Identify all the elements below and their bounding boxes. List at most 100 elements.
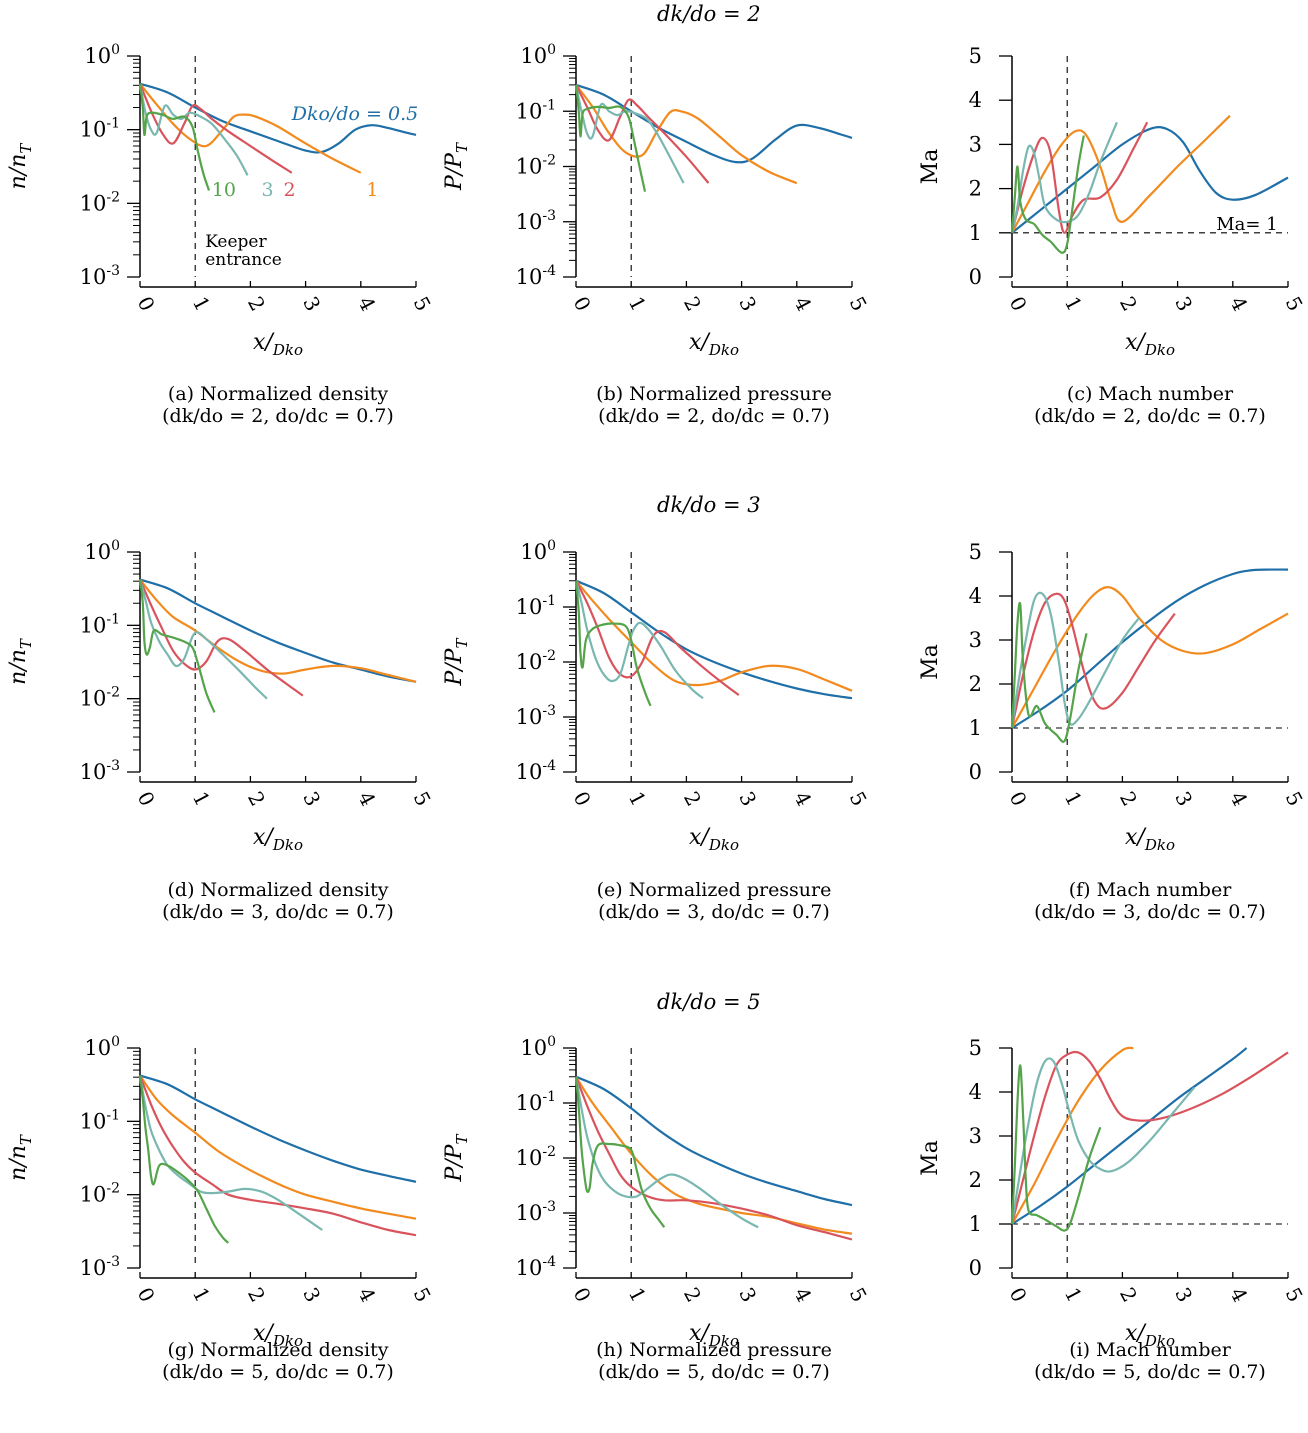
y-tick-label: 0	[969, 265, 982, 289]
series-line-1	[1011, 1046, 1134, 1225]
series-line-2	[138, 579, 304, 697]
series-line-3	[1010, 591, 1140, 729]
series-line-2	[1010, 1050, 1289, 1225]
series-line-1	[1011, 586, 1289, 729]
caption-c: (c) Mach number (dk/do = 2, do/dc = 0.7)	[1034, 383, 1266, 427]
series-line-4	[574, 580, 652, 707]
series-line-0	[139, 1074, 417, 1183]
x-tick-label: 5	[1281, 292, 1308, 315]
caption-g: (g) Normalized density (dk/do = 5, do/dc …	[162, 1339, 394, 1383]
x-tick-label: 1	[1060, 787, 1087, 810]
series-line-4	[1010, 135, 1085, 254]
x-tick-label: 0	[1005, 1283, 1032, 1306]
y-tick-label: 10-3	[516, 208, 556, 234]
x-tick-label: 5	[409, 787, 436, 810]
series-line-4	[574, 1076, 666, 1228]
x-axis-label: x/Dko	[689, 825, 739, 854]
x-axis-label: x/Dko	[1125, 1321, 1175, 1350]
x-tick-label: 5	[845, 292, 872, 315]
series-line-2	[575, 84, 710, 184]
x-tick-label: 1	[624, 1283, 651, 1306]
y-tick-label: 4	[969, 1080, 982, 1104]
y-tick-label: 10-1	[516, 97, 556, 123]
y-tick-label: 0	[969, 1256, 982, 1280]
row-title-1: dk/do = 2	[657, 2, 761, 26]
x-tick-label: 2	[243, 292, 270, 315]
x-tick-label: 2	[679, 787, 706, 810]
x-tick-label: 1	[1060, 292, 1087, 315]
series-line-0	[575, 1075, 853, 1207]
y-tick-label: 4	[969, 584, 982, 608]
y-axis-label: Ma	[918, 644, 943, 680]
x-tick-label: 5	[1281, 787, 1308, 810]
series-line-3	[574, 1076, 759, 1229]
x-axis-label: x/Dko	[1125, 825, 1175, 854]
series-line-1	[139, 83, 362, 174]
x-tick-label: 3	[734, 787, 761, 810]
y-tick-label: 10-1	[516, 593, 556, 619]
y-tick-label: 5	[969, 44, 982, 68]
y-axis-label: Ma	[918, 1140, 943, 1176]
y-tick-label: 10-2	[80, 189, 120, 215]
y-tick-label: 10-4	[516, 758, 556, 784]
x-tick-label: 3	[734, 292, 761, 315]
y-tick-label: 100	[84, 538, 120, 564]
y-tick-label: 10-2	[80, 685, 120, 711]
y-tick-label: 1	[969, 221, 982, 245]
y-tick-label: 0	[969, 760, 982, 784]
series-line-3	[138, 579, 268, 700]
x-tick-label: 0	[133, 1283, 160, 1306]
series-line-0	[1011, 126, 1289, 234]
x-tick-label: 0	[1005, 292, 1032, 315]
caption-f: (f) Mach number (dk/do = 3, do/dc = 0.7)	[1034, 879, 1266, 923]
x-tick-label: 0	[569, 787, 596, 810]
x-tick-label: 3	[298, 1283, 325, 1306]
y-tick-label: 100	[520, 1034, 556, 1060]
y-tick-label: 10-1	[80, 116, 120, 142]
x-tick-label: 1	[624, 292, 651, 315]
series-label-teal: 3	[261, 179, 273, 201]
y-axis-label: n/nT	[6, 143, 35, 190]
y-tick-label: 10-2	[516, 153, 556, 179]
chart-h: 0 1 2 3 4 5 x/Dko 100 10-1 10-2 10-3 10-4 P/PT	[442, 1034, 872, 1350]
x-tick-label: 0	[569, 292, 596, 315]
x-tick-label: 5	[845, 787, 872, 810]
y-tick-label: 10-3	[516, 703, 556, 729]
x-tick-label: 4	[353, 787, 380, 810]
series-line-3	[1010, 121, 1118, 234]
row-title-2: dk/do = 3	[657, 493, 761, 517]
series-label-orange: 1	[366, 179, 378, 201]
x-tick-label: 4	[1225, 292, 1252, 315]
x-tick-label: 2	[1115, 787, 1142, 810]
series-line-4	[138, 1075, 230, 1244]
y-tick-label: 10-2	[516, 1144, 556, 1170]
y-tick-label: 1	[969, 716, 982, 740]
x-tick-label: 0	[1005, 787, 1032, 810]
x-tick-label: 3	[1170, 787, 1197, 810]
x-axis-label: x/Dko	[1125, 330, 1175, 359]
series-line-1	[1011, 114, 1231, 234]
series-line-1	[139, 578, 417, 683]
y-tick-label: 3	[969, 1124, 982, 1148]
y-axis-label: Ma	[918, 149, 943, 185]
x-tick-label: 0	[133, 292, 160, 315]
x-tick-label: 0	[569, 1283, 596, 1306]
chart-c: 0 1 2 3 4 5 x/Dko 0 1 2 3 4 5 Ma Ma= 1	[918, 44, 1308, 359]
x-tick-label: 0	[133, 787, 160, 810]
y-axis-label: n/nT	[6, 1134, 35, 1181]
y-tick-label: 3	[969, 132, 982, 156]
series-line-1	[139, 1074, 417, 1220]
series-line-1	[575, 580, 853, 692]
caption-i: (i) Mach number (dk/do = 5, do/dc = 0.7)	[1034, 1339, 1266, 1383]
series-line-3	[1010, 1057, 1196, 1225]
x-tick-label: 3	[1170, 1283, 1197, 1306]
x-axis-label: x/Dko	[253, 825, 303, 854]
x-axis-label: x/Dko	[253, 1321, 303, 1350]
x-tick-label: 5	[409, 292, 436, 315]
series-line-2	[138, 1075, 417, 1237]
x-tick-label: 5	[845, 1283, 872, 1306]
y-axis-label: P/PT	[442, 142, 471, 191]
y-axis-label: P/PT	[442, 1133, 471, 1182]
series-line-4	[138, 83, 211, 191]
x-tick-label: 4	[1225, 787, 1252, 810]
